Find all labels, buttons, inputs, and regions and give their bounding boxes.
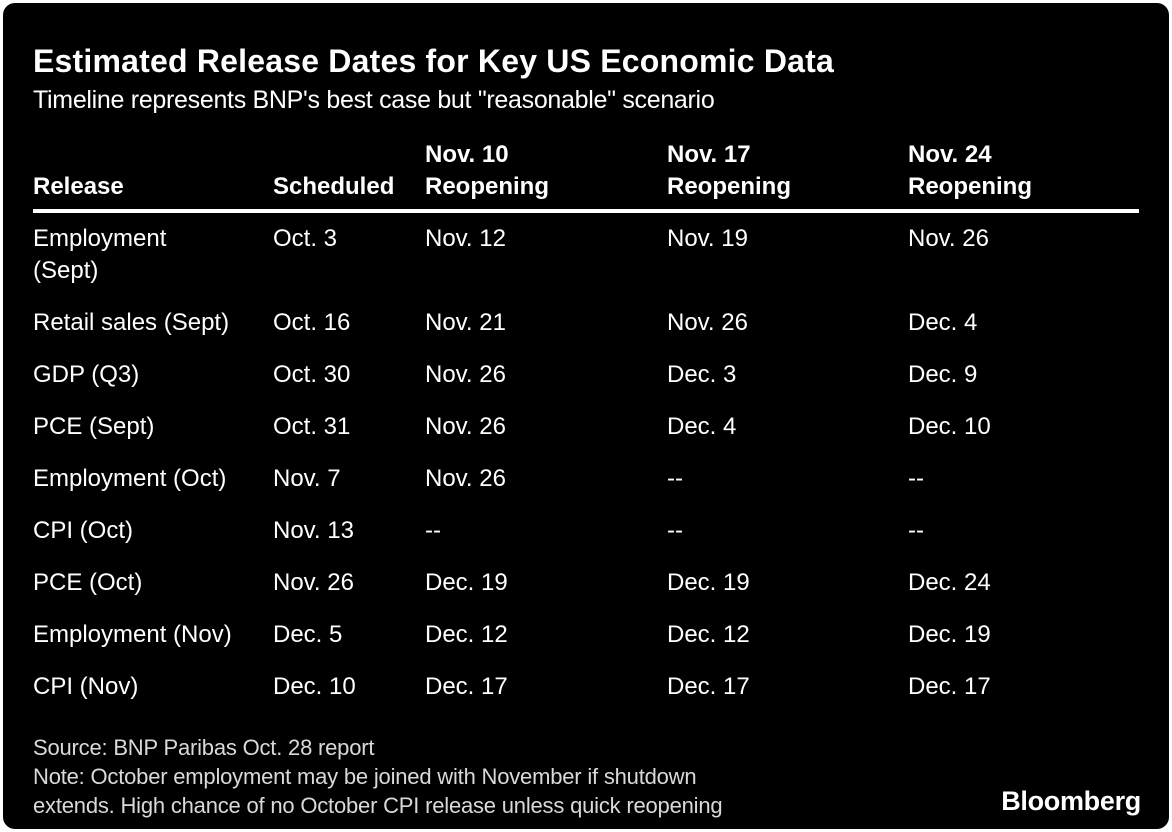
date-cell: Dec. 19 <box>425 569 508 596</box>
date-cell: Dec. 19 <box>908 621 991 648</box>
column-header-line2: Release <box>33 173 124 200</box>
date-cell: Dec. 9 <box>908 361 978 388</box>
column-header-release: Release <box>33 139 273 213</box>
table-row: Employment (Oct) Nov. 7 Nov. 26 -- -- <box>33 453 1139 505</box>
table-body: Employment (Sept) Oct. 3 Nov. 12 Nov. 19 Nov… <box>33 211 1139 713</box>
note-line-1: Note: October employment may be joined w… <box>33 764 697 789</box>
chart-subtitle: Timeline represents BNP's best case but … <box>33 86 715 114</box>
source-line: Source: BNP Paribas Oct. 28 report <box>33 735 375 760</box>
release-dates-table: Release Scheduled Nov. 10 Reopening Nov.… <box>33 139 1139 713</box>
date-cell: Dec. 24 <box>908 569 991 596</box>
column-header-line1: Nov. 10 <box>425 141 509 168</box>
table-row: PCE (Oct) Nov. 26 Dec. 19 Dec. 19 Dec. 24 <box>33 557 1139 609</box>
column-header-line1: Nov. 24 <box>908 141 992 168</box>
date-cell: Nov. 26 <box>425 413 506 440</box>
date-cell: Nov. 19 <box>667 225 748 252</box>
table-header: Release Scheduled Nov. 10 Reopening Nov.… <box>33 139 1139 213</box>
column-header-line1: Nov. 17 <box>667 141 751 168</box>
date-cell: Nov. 26 <box>667 309 748 336</box>
date-cell: Dec. 4 <box>908 309 978 336</box>
date-cell: Dec. 17 <box>908 673 991 700</box>
date-cell: -- <box>667 465 683 492</box>
date-cell: Dec. 4 <box>667 413 737 440</box>
table-row: PCE (Sept) Oct. 31 Nov. 26 Dec. 4 Dec. 10 <box>33 401 1139 453</box>
release-cell: Employment (Nov) <box>33 621 232 648</box>
date-cell: Dec. 5 <box>273 621 343 648</box>
table-row: CPI (Nov) Dec. 10 Dec. 17 Dec. 17 Dec. 17 <box>33 661 1139 713</box>
date-cell: Dec. 10 <box>273 673 356 700</box>
date-cell: Oct. 16 <box>273 309 351 336</box>
column-header-scheduled: Scheduled <box>273 139 425 213</box>
column-header-line2: Reopening <box>908 173 1032 200</box>
table-row: Employment (Sept) Oct. 3 Nov. 12 Nov. 19 Nov… <box>33 211 1139 297</box>
chart-title: Estimated Release Dates for Key US Econo… <box>33 43 835 79</box>
release-cell: PCE (Sept) <box>33 413 155 440</box>
date-cell: Dec. 17 <box>667 673 750 700</box>
date-cell: -- <box>908 465 924 492</box>
table-row: GDP (Q3) Oct. 30 Nov. 26 Dec. 3 Dec. 9 <box>33 349 1139 401</box>
date-cell: Dec. 17 <box>425 673 508 700</box>
chart-card: Estimated Release Dates for Key US Econo… <box>3 3 1169 829</box>
column-header-line2: Scheduled <box>273 173 395 200</box>
column-header-nov10-reopening: Nov. 10 Reopening <box>425 139 667 213</box>
date-cell: Dec. 19 <box>667 569 750 596</box>
date-cell: Nov. 21 <box>425 309 506 336</box>
footer-notes: Source: BNP Paribas Oct. 28 report Note:… <box>33 733 1139 820</box>
date-cell: -- <box>908 517 924 544</box>
table-header-row: Release Scheduled Nov. 10 Reopening Nov.… <box>33 139 1139 213</box>
table-row: Retail sales (Sept) Oct. 16 Nov. 21 Nov. 26… <box>33 297 1139 349</box>
date-cell: Nov. 26 <box>425 361 506 388</box>
date-cell: Dec. 12 <box>667 621 750 648</box>
date-cell: Dec. 10 <box>908 413 991 440</box>
date-cell: Nov. 26 <box>425 465 506 492</box>
column-header-nov17-reopening: Nov. 17 Reopening <box>667 139 908 213</box>
column-header-nov24-reopening: Nov. 24 Reopening <box>908 139 1139 213</box>
release-cell: Retail sales (Sept) <box>33 309 230 336</box>
date-cell: Nov. 12 <box>425 225 506 252</box>
date-cell: Nov. 13 <box>273 517 354 544</box>
note-line-2: extends. High chance of no October CPI r… <box>33 793 723 818</box>
date-cell: Nov. 7 <box>273 465 341 492</box>
date-cell: Oct. 31 <box>273 413 351 440</box>
date-cell: Oct. 3 <box>273 225 338 252</box>
date-cell: Dec. 12 <box>425 621 508 648</box>
release-cell: CPI (Nov) <box>33 673 139 700</box>
date-cell: Nov. 26 <box>273 569 354 596</box>
date-cell: Dec. 3 <box>667 361 737 388</box>
table-row: Employment (Nov) Dec. 5 Dec. 12 Dec. 12 Dec.… <box>33 609 1139 661</box>
release-cell: Employment (Sept) <box>33 225 167 284</box>
release-cell: CPI (Oct) <box>33 517 133 544</box>
date-cell: -- <box>425 517 441 544</box>
release-cell: PCE (Oct) <box>33 569 143 596</box>
date-cell: -- <box>667 517 683 544</box>
column-header-line2: Reopening <box>425 173 549 200</box>
column-header-line2: Reopening <box>667 173 791 200</box>
date-cell: Nov. 26 <box>908 225 989 252</box>
release-cell: Employment (Oct) <box>33 465 227 492</box>
bloomberg-logo: Bloomberg <box>1001 786 1141 816</box>
release-cell: GDP (Q3) <box>33 361 140 388</box>
table-row: CPI (Oct) Nov. 13 -- -- -- <box>33 505 1139 557</box>
date-cell: Oct. 30 <box>273 361 351 388</box>
